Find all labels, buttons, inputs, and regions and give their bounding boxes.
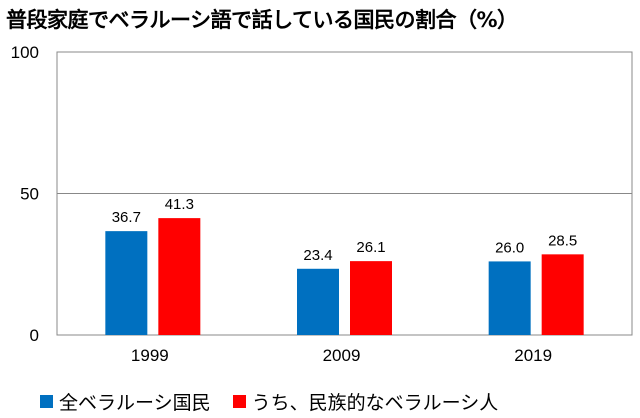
bar-all-1999 <box>105 231 148 335</box>
legend-label: うち、民族的なベラルーシ人 <box>251 392 499 414</box>
bar-ethnic-2019 <box>541 254 584 335</box>
data-label: 36.7 <box>112 209 141 226</box>
bar-ethnic-1999 <box>158 218 201 335</box>
y-tick-label: 100 <box>11 43 39 62</box>
legend-swatch-red <box>232 395 246 408</box>
x-tick-label: 1999 <box>131 346 169 365</box>
data-label: 23.4 <box>303 247 332 264</box>
chart-title: 普段家庭でベラルーシ語で話している国民の割合（%） <box>6 8 518 32</box>
legend: 全ベラルーシ国民 うち、民族的なベラルーシ人 <box>40 388 498 415</box>
legend-label: 全ベラルーシ国民 <box>59 392 211 414</box>
legend-item-all-citizens: 全ベラルーシ国民 <box>40 388 211 415</box>
bar-all-2019 <box>488 261 531 335</box>
data-label: 28.5 <box>548 232 577 249</box>
bar-all-2009 <box>297 268 339 335</box>
legend-item-ethnic-belarusians: うち、民族的なベラルーシ人 <box>232 388 499 415</box>
y-tick-label: 0 <box>30 326 39 345</box>
y-tick-label: 50 <box>20 185 39 204</box>
x-tick-label: 2009 <box>323 346 361 365</box>
legend-swatch-blue <box>40 395 53 408</box>
x-tick-label: 2019 <box>514 346 552 365</box>
bar-ethnic-2009 <box>350 261 392 335</box>
data-label: 26.1 <box>356 239 385 256</box>
data-label: 26.0 <box>495 239 524 256</box>
data-label: 41.3 <box>165 196 194 213</box>
